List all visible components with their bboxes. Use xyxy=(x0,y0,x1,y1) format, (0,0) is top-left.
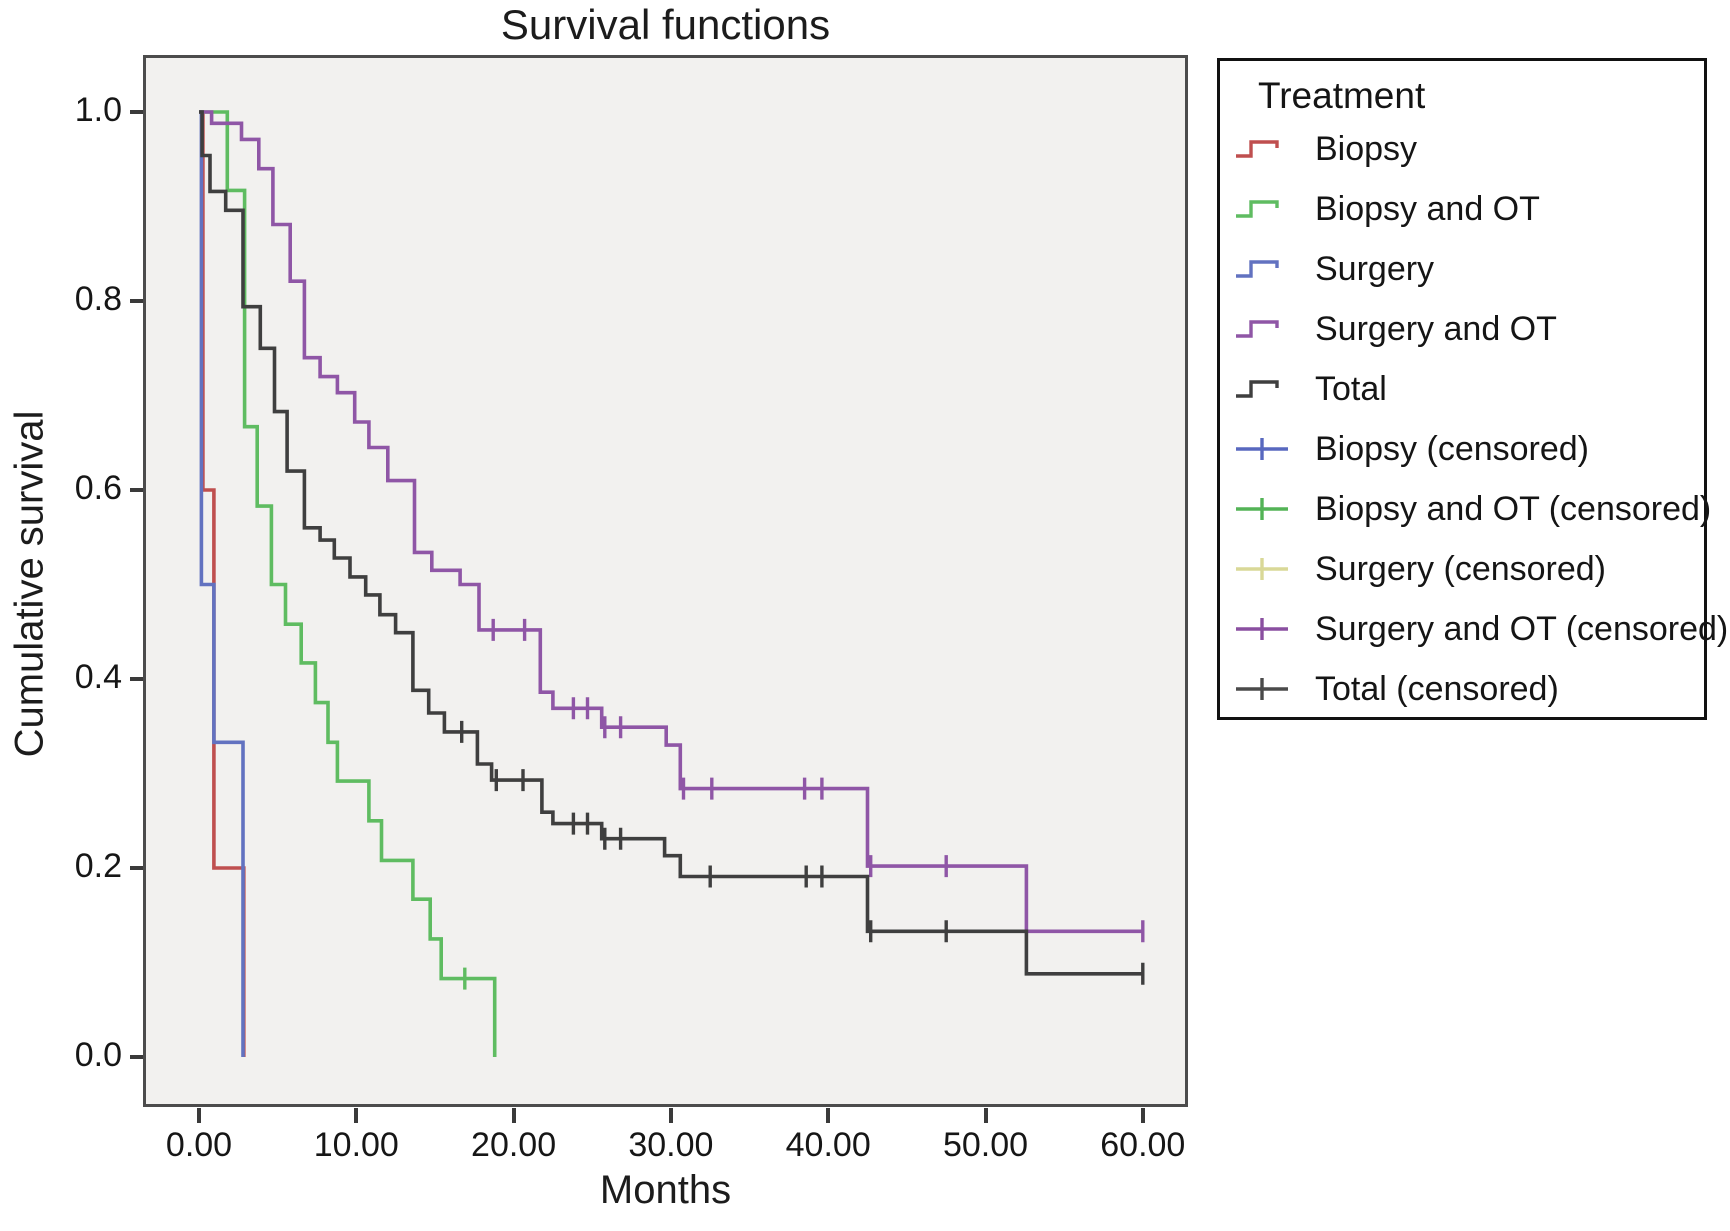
survival-curve-total xyxy=(199,110,1143,976)
plot-area xyxy=(143,55,1188,1107)
y-tick-label: 0.8 xyxy=(74,280,122,318)
legend-item-label: Total xyxy=(1315,369,1387,408)
x-axis-tick xyxy=(668,1108,673,1123)
y-axis-tick xyxy=(130,1055,143,1059)
legend-item-label: Biopsy and OT xyxy=(1315,189,1540,228)
legend-item-label: Biopsy xyxy=(1315,129,1418,168)
legend-item-total: Total xyxy=(1220,359,1704,419)
page-title: Survival functions xyxy=(500,1,831,48)
censored-plus-swatch-icon xyxy=(1236,558,1288,580)
x-tick-label: 0.00 xyxy=(165,1126,233,1164)
legend-items: Biopsy Biopsy and OT Surgery Surgery and OT… xyxy=(1220,119,1728,719)
survival-plot-svg xyxy=(199,110,1145,1057)
y-axis-tick xyxy=(130,866,143,870)
y-axis-tick xyxy=(130,110,143,114)
legend-item-biopsy-and-ot-censored: Biopsy and OT (censored) xyxy=(1220,479,1711,539)
legend-item-label: Surgery xyxy=(1315,249,1435,288)
step-line-swatch-icon xyxy=(1236,200,1279,218)
y-tick-label: 0.4 xyxy=(74,658,122,696)
y-axis-tick xyxy=(130,299,143,303)
legend-item-label: Total (censored) xyxy=(1315,669,1559,708)
x-tick-label: 50.00 xyxy=(942,1126,1029,1164)
censored-plus-swatch-icon xyxy=(1236,438,1288,460)
x-axis-tick xyxy=(511,1108,516,1123)
y-tick-label: 0.6 xyxy=(74,469,122,507)
legend-item-surgery-and-ot-censored: Surgery and OT (censored) xyxy=(1220,599,1728,659)
step-line-swatch-icon xyxy=(1236,380,1279,398)
survival-curve-surgery-and-ot xyxy=(199,110,1143,934)
legend-item-biopsy: Biopsy xyxy=(1220,119,1704,179)
x-axis-tick xyxy=(354,1108,359,1123)
x-axis-tick xyxy=(197,1108,201,1123)
legend-item-label: Biopsy and OT (censored) xyxy=(1315,489,1712,528)
y-axis-tick xyxy=(130,488,143,492)
censor-marks-total xyxy=(460,720,1145,985)
censored-plus-swatch-icon xyxy=(1236,498,1288,520)
x-tick-label: 20.00 xyxy=(471,1126,557,1164)
x-axis-tick xyxy=(1140,1108,1145,1123)
step-line-swatch-icon xyxy=(1236,320,1279,338)
censor-marks-surgery-and-ot xyxy=(491,618,1145,943)
survival-curve-surgery xyxy=(199,110,245,1057)
legend-item-biopsy-censored: Biopsy (censored) xyxy=(1220,419,1704,479)
y-tick-label: 1.0 xyxy=(74,91,122,129)
y-axis-tick xyxy=(130,677,143,681)
x-tick-label: 40.00 xyxy=(785,1126,871,1164)
y-axis-label: Cumulative survival xyxy=(7,410,52,758)
legend-item-surgery-and-ot: Surgery and OT xyxy=(1220,299,1704,359)
step-line-swatch-icon xyxy=(1236,260,1279,278)
x-tick-label: 10.00 xyxy=(313,1126,399,1164)
legend-item-surgery-censored: Surgery (censored) xyxy=(1220,539,1704,599)
legend-title: Treatment xyxy=(1258,75,1426,116)
legend-item-label: Surgery (censored) xyxy=(1315,549,1607,588)
survival-curve-biopsy-and-ot xyxy=(199,110,497,1057)
x-tick-label: 60.00 xyxy=(1100,1126,1186,1164)
legend-item-total-censored: Total (censored) xyxy=(1220,659,1704,719)
y-tick-label: 0.2 xyxy=(74,847,122,885)
legend-item-label: Biopsy (censored) xyxy=(1315,429,1590,468)
x-axis-label: Months xyxy=(599,1168,732,1212)
censored-plus-swatch-icon xyxy=(1236,678,1288,700)
legend-item-surgery: Surgery xyxy=(1220,239,1704,299)
censored-plus-swatch-icon xyxy=(1236,618,1288,640)
legend-item-label: Surgery and OT xyxy=(1315,309,1557,348)
legend-item-label: Surgery and OT (censored) xyxy=(1315,609,1729,648)
legend-item-biopsy-and-ot: Biopsy and OT xyxy=(1220,179,1704,239)
y-tick-label: 0.0 xyxy=(74,1036,122,1074)
x-axis-tick xyxy=(826,1108,831,1123)
step-line-swatch-icon xyxy=(1236,140,1279,158)
x-tick-label: 30.00 xyxy=(628,1126,714,1164)
legend-box: Treatment Biopsy Biopsy and OT Surgery Surg… xyxy=(1217,58,1728,720)
x-axis-tick xyxy=(983,1108,988,1123)
